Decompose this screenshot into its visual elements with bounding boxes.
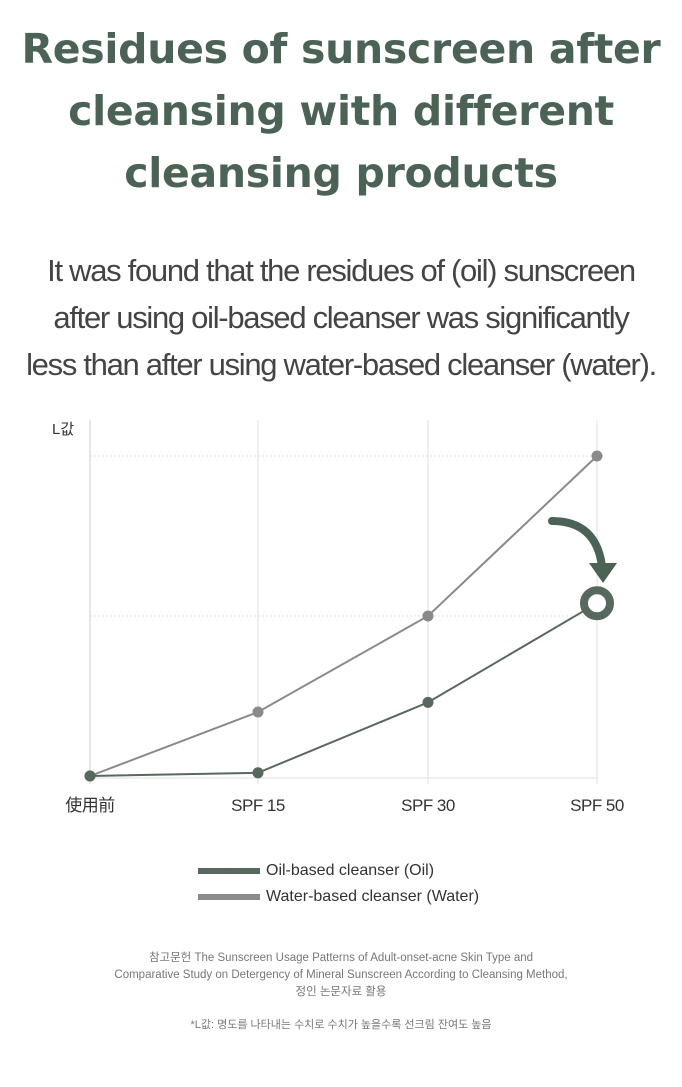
reference-line-3: 정인 논문자료 활용 xyxy=(295,986,387,998)
legend-label-oil: Oil-based cleanser (Oil) xyxy=(266,862,435,879)
x-tick-label: SPF 30 xyxy=(401,796,455,815)
data-point xyxy=(252,706,264,718)
title-line-3: cleansing products xyxy=(124,149,558,197)
title-line-2: cleansing with different xyxy=(68,87,614,135)
line-chart: L값 使用前 SPF 15 SPF 30 SPF 50 xyxy=(52,420,624,815)
series-line-water xyxy=(89,455,598,777)
series-line-oil xyxy=(89,602,598,777)
description: It was found that the residues of (oil) … xyxy=(0,247,682,388)
data-point xyxy=(422,696,434,708)
description-line-3: less than after using water-based cleans… xyxy=(26,347,657,382)
description-line-2: after using oil-based cleanser was signi… xyxy=(53,300,629,335)
highlight-point xyxy=(580,586,614,621)
data-point xyxy=(84,770,96,782)
reference-line-1: 참고문헌 The Sunscreen Usage Patterns of Adu… xyxy=(148,952,534,964)
title-line-1: Residues of sunscreen after xyxy=(21,25,661,73)
x-tick-label: SPF 15 xyxy=(231,796,285,815)
page-title: Residues of sunscreen after cleansing wi… xyxy=(0,18,682,204)
footnote: *L값: 명도를 나타내는 수치로 수치가 높을수록 선크림 잔여도 높음 xyxy=(190,1019,492,1031)
data-point xyxy=(422,610,434,622)
legend-item-water: Water-based cleanser (Water) xyxy=(198,884,479,910)
x-tick-label: SPF 50 xyxy=(570,796,624,815)
legend-swatch-oil xyxy=(198,868,260,874)
data-point xyxy=(591,450,603,462)
legend-item-oil: Oil-based cleanser (Oil) xyxy=(198,858,479,884)
reference-line-2: Comparative Study on Detergency of Miner… xyxy=(114,969,568,981)
chart-legend: Oil-based cleanser (Oil) Water-based cle… xyxy=(198,858,479,910)
reference-note: 참고문헌 The Sunscreen Usage Patterns of Adu… xyxy=(0,950,682,1001)
description-line-1: It was found that the residues of (oil) … xyxy=(47,253,636,288)
data-point xyxy=(252,767,264,779)
annotation-arrowhead xyxy=(589,563,617,583)
y-axis-label: L값 xyxy=(52,421,74,438)
x-tick-label: 使用前 xyxy=(65,795,115,815)
legend-label-water: Water-based cleanser (Water) xyxy=(266,888,480,905)
legend-swatch-water xyxy=(198,894,260,900)
annotation-arrow xyxy=(548,517,606,570)
